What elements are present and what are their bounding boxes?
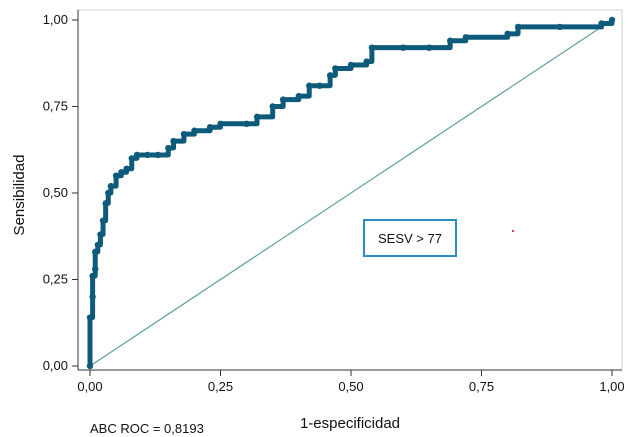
roc-point [105,189,112,197]
x-axis-title: 1-especificidad [300,415,400,432]
roc-point [426,44,433,51]
roc-point [332,65,339,72]
roc-point [514,23,522,31]
roc-point [89,293,96,300]
roc-point [446,37,454,44]
roc-point [86,362,94,370]
roc-point [556,23,563,31]
annotation-label: SESV > 77 [378,231,442,246]
roc-point [170,137,177,145]
roc-point [306,82,313,89]
roc-point [118,169,125,176]
roc-point [102,200,109,207]
x-tick-label: 0,25 [208,379,233,394]
x-tick-label: 0,75 [469,379,494,394]
stray-mark [512,230,514,232]
roc-point [112,172,120,179]
y-tick-label: 0,50 [43,185,68,200]
roc-point [133,151,141,159]
auc-footnote: ABC ROC = 0,8193 [90,421,204,436]
roc-point [363,58,370,65]
roc-point [165,144,172,152]
roc-point [316,82,323,89]
roc-point [191,127,198,134]
roc-point [217,120,224,128]
roc-point [123,165,130,172]
roc-point [326,72,334,79]
roc-point [99,217,107,224]
roc-point [144,151,151,159]
roc-point [206,124,214,131]
roc-point [92,265,99,273]
roc-point [608,16,616,24]
roc-point [154,151,162,159]
roc-point [86,314,94,321]
annotation-box-border [363,219,457,257]
roc-point [347,61,355,69]
reference-diagonal-line [89,19,613,367]
roc-point [504,30,511,38]
annotation-box: SESV > 77 [363,219,457,257]
roc-point [180,130,188,138]
roc-point [269,103,276,110]
roc-point [295,92,302,100]
roc-point [462,34,470,41]
roc-point [279,96,287,103]
y-tick-label: 0,00 [43,358,68,373]
y-axis-title: Sensibilidad [11,155,28,236]
x-tick-label: 1,00 [599,379,624,394]
roc-point [92,248,99,256]
y-tick-label: 1,00 [43,12,68,27]
y-tick-label: 0,75 [43,99,68,114]
roc-point [253,113,261,121]
roc-point [243,120,250,128]
roc-point [94,241,102,249]
roc-point [128,155,135,162]
x-tick-label: 0,00 [77,379,102,394]
roc-point [368,44,376,51]
x-tick-label: 0,50 [338,379,363,394]
y-axis-ticks: 0,00 0,25 0,50 0,75 1,00 [43,12,78,373]
roc-point [97,231,104,238]
roc-point [89,272,96,280]
x-axis-ticks: 0,00 0,25 0,50 0,75 1,00 [77,370,625,394]
roc-point [107,182,115,190]
series-layer [86,16,616,370]
roc-point [598,20,605,27]
roc-point [400,44,407,51]
y-tick-label: 0,25 [43,272,68,287]
